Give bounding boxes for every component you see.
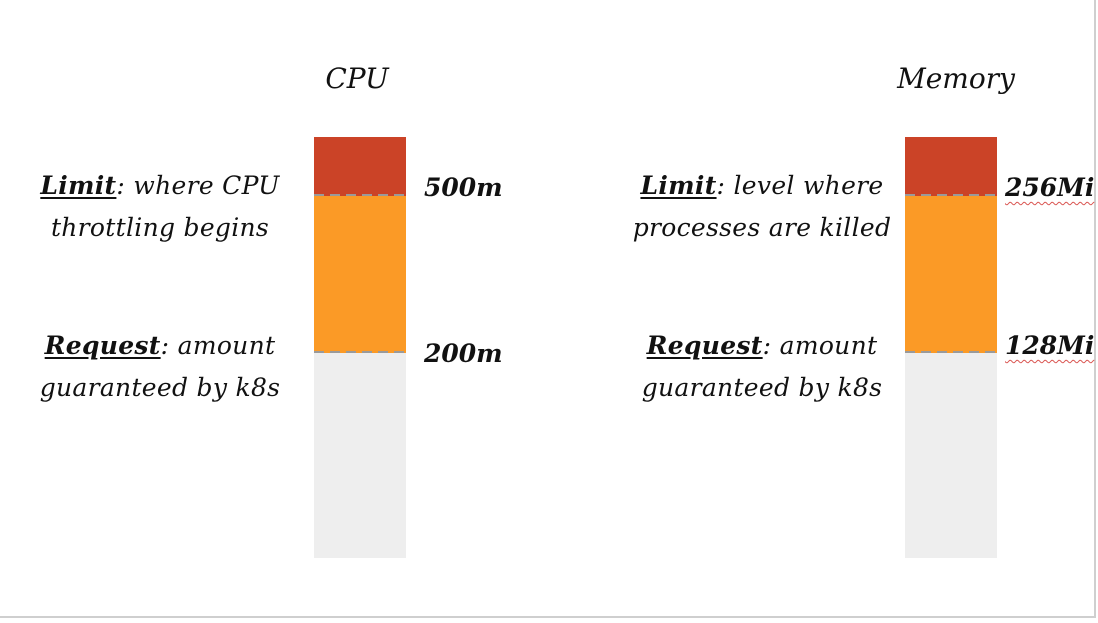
- memory-request-value: 128Mi: [1005, 331, 1095, 360]
- memory-free-segment: [905, 353, 997, 558]
- memory-bar: [905, 137, 997, 558]
- memory-request-key: Request: [646, 331, 763, 360]
- memory-request-label: Request: amount guaranteed by k8s: [612, 325, 912, 409]
- cpu-request-value: 200m: [424, 339, 503, 368]
- memory-limit-text: : level where processes are killed: [632, 171, 892, 242]
- memory-limit-value: 256Mi: [1005, 173, 1095, 202]
- cpu-bar: [314, 137, 406, 558]
- memory-limit-segment: [905, 137, 997, 197]
- cpu-limit-label: Limit: where CPU throttling begins: [10, 165, 310, 249]
- cpu-request-text: : amount guaranteed by k8s: [39, 331, 281, 402]
- cpu-free-segment: [314, 353, 406, 558]
- memory-limit-label: Limit: level where processes are killed: [612, 165, 912, 249]
- cpu-limit-segment: [314, 137, 406, 197]
- cpu-request-key: Request: [44, 331, 161, 360]
- cpu-limit-text: : where CPU throttling begins: [50, 171, 280, 242]
- memory-request-text: : amount guaranteed by k8s: [641, 331, 883, 402]
- memory-title: Memory: [897, 62, 1015, 95]
- cpu-request-segment: [314, 196, 406, 354]
- cpu-limit-key: Limit: [40, 171, 117, 200]
- cpu-title: CPU: [325, 62, 389, 95]
- memory-limit-key: Limit: [640, 171, 717, 200]
- memory-request-segment: [905, 196, 997, 354]
- cpu-limit-value: 500m: [424, 173, 503, 202]
- cpu-request-label: Request: amount guaranteed by k8s: [10, 325, 310, 409]
